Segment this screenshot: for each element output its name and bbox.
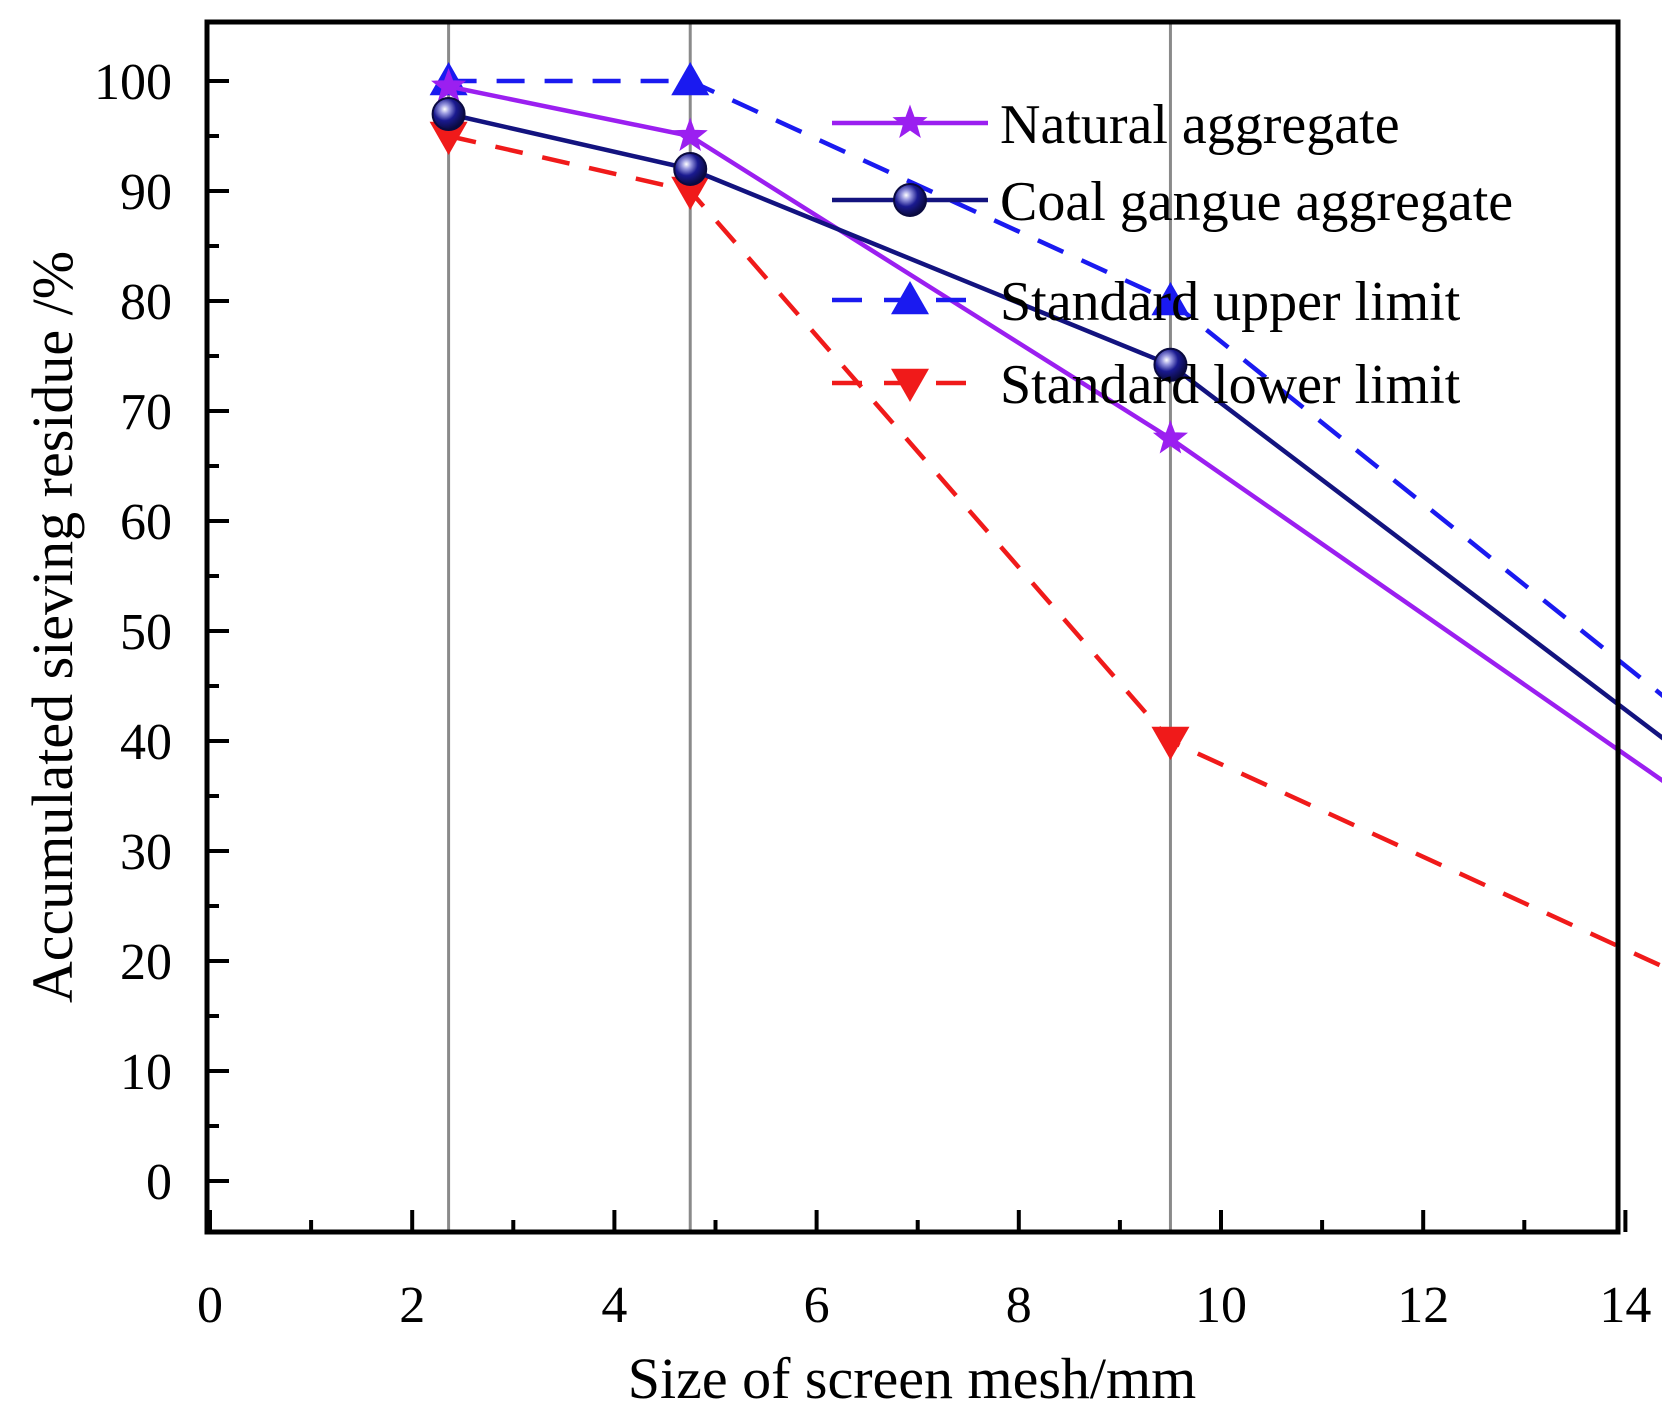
series-line-standard-upper-limit — [448, 78, 1662, 698]
data-point-coal-gangue-aggregate — [673, 152, 708, 186]
data-point-natural-aggregate — [1152, 420, 1188, 454]
y-tick-label: 20 — [120, 934, 172, 991]
y-tick-label: 0 — [146, 1154, 172, 1211]
legend-label: Standard upper limit — [1000, 271, 1461, 333]
legend-marker — [892, 104, 928, 138]
data-point-natural-aggregate — [431, 68, 467, 102]
data-point-standard-lower-limit — [1151, 726, 1190, 760]
series-natural-aggregate — [431, 68, 1662, 783]
x-tick-label: 0 — [197, 1277, 223, 1334]
legend-marker — [891, 281, 929, 315]
legend-item-standard-upper-limit: Standard upper limit — [832, 271, 1461, 333]
x-axis-ticks: 0246810121416182022242628 — [197, 1210, 1651, 1334]
data-point-coal-gangue-aggregate — [431, 97, 466, 131]
data-point-standard-lower-limit — [429, 121, 468, 155]
legend-marker — [893, 183, 927, 217]
y-tick-label: 10 — [120, 1044, 172, 1101]
y-tick-label: 50 — [120, 604, 172, 661]
y-axis-title: Accumulated sieving residue /% — [20, 251, 85, 1003]
legend-item-natural-aggregate: Natural aggregate — [832, 94, 1400, 156]
x-tick-label: 10 — [1195, 1277, 1247, 1334]
legend-item-coal-gangue-aggregate: Coal gangue aggregate — [832, 171, 1513, 233]
y-tick-label: 60 — [120, 494, 172, 551]
data-point-standard-lower-limit — [671, 176, 710, 210]
x-axis-title: Size of screen mesh/mm — [628, 1346, 1197, 1411]
data-point-natural-aggregate — [672, 117, 708, 151]
plot-frame — [204, 19, 1621, 1235]
series-layer — [429, 62, 1662, 969]
y-tick-label: 40 — [120, 714, 172, 771]
y-tick-label: 70 — [120, 384, 172, 441]
y-axis-ticks: 0 10 20 30 40 50 60 70 80 90 100 — [94, 54, 229, 1211]
x-tick-label: 12 — [1397, 1277, 1449, 1334]
y-tick-label: 30 — [120, 824, 172, 881]
legend: Natural aggregate Coal gangue aggregate St… — [832, 94, 1513, 416]
legend-label: Standard lower limit — [1000, 354, 1461, 416]
y-tick-label: 90 — [120, 164, 172, 221]
vertical-gridlines — [447, 22, 1172, 1232]
legend-label: Coal gangue aggregate — [1000, 171, 1513, 233]
data-point-standard-upper-limit — [1151, 282, 1190, 316]
series-standard-lower-limit — [429, 121, 1662, 969]
x-tick-label: 2 — [399, 1277, 425, 1334]
data-point-coal-gangue-aggregate — [1153, 347, 1188, 382]
x-tick-label: 4 — [601, 1277, 627, 1334]
data-point-standard-upper-limit — [671, 62, 710, 96]
legend-marker — [891, 368, 929, 402]
x-tick-label: 14 — [1599, 1277, 1651, 1334]
x-tick-label: 8 — [1006, 1277, 1032, 1334]
y-tick-label: 80 — [120, 274, 172, 331]
x-tick-label: 6 — [804, 1277, 830, 1334]
legend-label: Natural aggregate — [1000, 94, 1400, 156]
series-coal-gangue-aggregate — [431, 97, 1662, 741]
legend-item-standard-lower-limit: Standard lower limit — [832, 354, 1461, 416]
y-tick-label: 100 — [94, 54, 172, 111]
